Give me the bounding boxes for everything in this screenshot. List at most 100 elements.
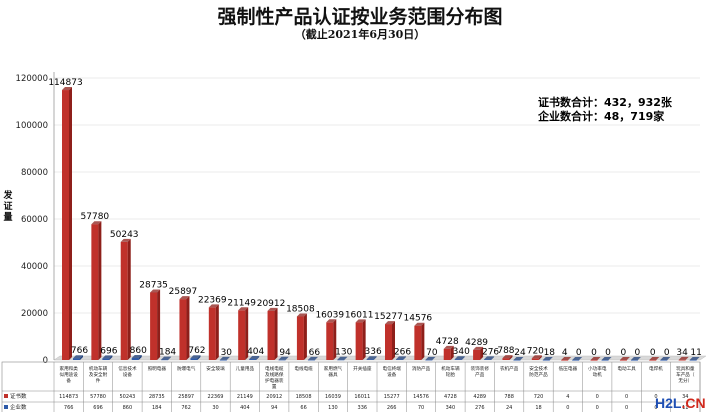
table-cell: 340 <box>446 405 456 411</box>
table-cell: 16011 <box>354 394 370 400</box>
bar-certificates-top <box>443 345 454 349</box>
bar-enterprises <box>219 359 227 361</box>
bar-certificates <box>355 322 363 360</box>
y-tick-label: 60000 <box>21 215 48 225</box>
bar-certificates <box>326 322 334 360</box>
bar-certificates-top <box>208 304 219 308</box>
bar-certificates-side <box>127 238 131 360</box>
table-cell: 18508 <box>296 394 312 400</box>
bar-certificates <box>531 358 539 360</box>
data-label-enterprises: 0 <box>605 348 611 358</box>
bar-certificates-top <box>502 355 513 359</box>
data-label-certificates: 0 <box>621 348 627 358</box>
bar-certificates <box>91 224 99 360</box>
bar-enterprises <box>249 359 257 360</box>
data-label-certificates: 4289 <box>465 338 488 348</box>
bar-enterprises <box>513 359 521 361</box>
table-cell: 720 <box>534 394 544 400</box>
x-category-label: 安全玻璃 <box>206 365 225 372</box>
data-label-enterprises: 184 <box>159 348 176 358</box>
table-cell: 788 <box>504 394 514 400</box>
x-category-label: 农机产品 <box>500 365 519 372</box>
table-cell: 0 <box>625 394 628 400</box>
bar-enterprises-top <box>484 356 495 360</box>
total-annotation: 企业数合计：48，719家 <box>537 109 665 123</box>
bar-certificates <box>443 348 451 360</box>
x-category-label: 电焊机 <box>649 365 663 372</box>
bar-enterprises <box>337 359 345 361</box>
data-label-certificates: 28735 <box>139 280 168 290</box>
bar-enterprises-top <box>660 357 671 360</box>
x-category-label: 防爆电气 <box>177 365 196 372</box>
bar-certificates-top <box>649 357 660 360</box>
bar-certificates-side <box>421 322 425 360</box>
data-label-enterprises: 340 <box>453 347 470 357</box>
table-cell: 50243 <box>119 394 135 400</box>
data-label-enterprises: 66 <box>309 348 321 358</box>
x-category-label: 信息技术设备 <box>118 365 137 378</box>
bar-enterprises <box>73 358 80 360</box>
bar-certificates-side <box>362 319 366 360</box>
x-category-label: 照明电器 <box>148 365 167 372</box>
y-tick-label: 100000 <box>16 121 48 131</box>
table-cell: 0 <box>654 394 657 400</box>
bar-certificates-top <box>91 221 102 225</box>
table-cell: 16039 <box>325 394 341 400</box>
table-cell: 266 <box>387 405 397 411</box>
legend-label: 证书数 <box>10 392 27 400</box>
bar-certificates-side <box>98 221 102 360</box>
y-tick-label: 40000 <box>21 262 48 272</box>
data-label-enterprises: 276 <box>482 347 499 357</box>
bar-certificates-side <box>186 296 190 360</box>
x-category-label: 玩具和童车产品（无分） <box>676 365 695 384</box>
y-axis-label: 证 <box>3 201 12 212</box>
bar-enterprises-top <box>630 357 641 360</box>
x-category-label: 机动车辆及安全附件 <box>89 365 108 384</box>
table-cell: 24 <box>506 405 512 411</box>
table-cell: 762 <box>181 405 191 411</box>
data-label-certificates: 14576 <box>404 314 433 324</box>
data-label-enterprises: 0 <box>664 348 670 358</box>
table-cell: 15277 <box>384 394 400 400</box>
bar-enterprises-top <box>307 356 318 360</box>
bar-enterprises <box>454 359 462 360</box>
watermark-h2l: H2L <box>655 395 682 411</box>
data-label-enterprises: 24 <box>514 348 526 358</box>
bar-enterprises <box>307 359 315 361</box>
data-label-certificates: 4728 <box>436 337 459 347</box>
x-category-label: 电信终端设备 <box>382 365 401 378</box>
bar-enterprises-top <box>396 356 406 360</box>
bar-certificates-top <box>355 319 366 323</box>
x-category-label: 开关插座 <box>353 365 372 372</box>
bar-certificates-side <box>303 313 307 360</box>
table-cell: 14576 <box>413 394 429 400</box>
bar-enterprises-side <box>461 356 465 360</box>
table-cell: 30 <box>212 405 218 411</box>
bar-certificates-top <box>296 313 307 317</box>
y-tick-label: 80000 <box>21 168 48 178</box>
table-cell: 0 <box>625 405 628 411</box>
bar-certificates <box>502 358 510 360</box>
x-category-label: 装饰装修产品 <box>471 365 490 378</box>
data-label-enterprises: 336 <box>365 347 382 357</box>
bar-enterprises-top <box>689 356 700 360</box>
legend-label: 企业数 <box>10 403 27 411</box>
table-cell: 184 <box>152 405 162 411</box>
data-label-enterprises: 404 <box>247 347 264 357</box>
bar-certificates-top <box>561 356 572 360</box>
bar-certificates-side <box>480 346 484 360</box>
bar-certificates-top <box>385 321 395 325</box>
bar-certificates-side <box>392 321 395 360</box>
x-category-label: 电动工具 <box>617 365 636 372</box>
bar-enterprises <box>601 360 609 361</box>
bar-enterprises-top <box>601 357 612 360</box>
table-cell: 860 <box>123 405 133 411</box>
watermark-cn: .CN <box>681 395 706 411</box>
bar-enterprises-top <box>102 355 113 359</box>
data-label-certificates: 50243 <box>110 230 139 240</box>
table-cell: 4 <box>566 394 569 400</box>
bar-certificates <box>62 90 69 360</box>
bar-enterprises <box>542 359 550 361</box>
legend-swatch <box>4 394 8 398</box>
chart-title: 强制性产品认证按业务范围分布图 <box>217 6 503 28</box>
